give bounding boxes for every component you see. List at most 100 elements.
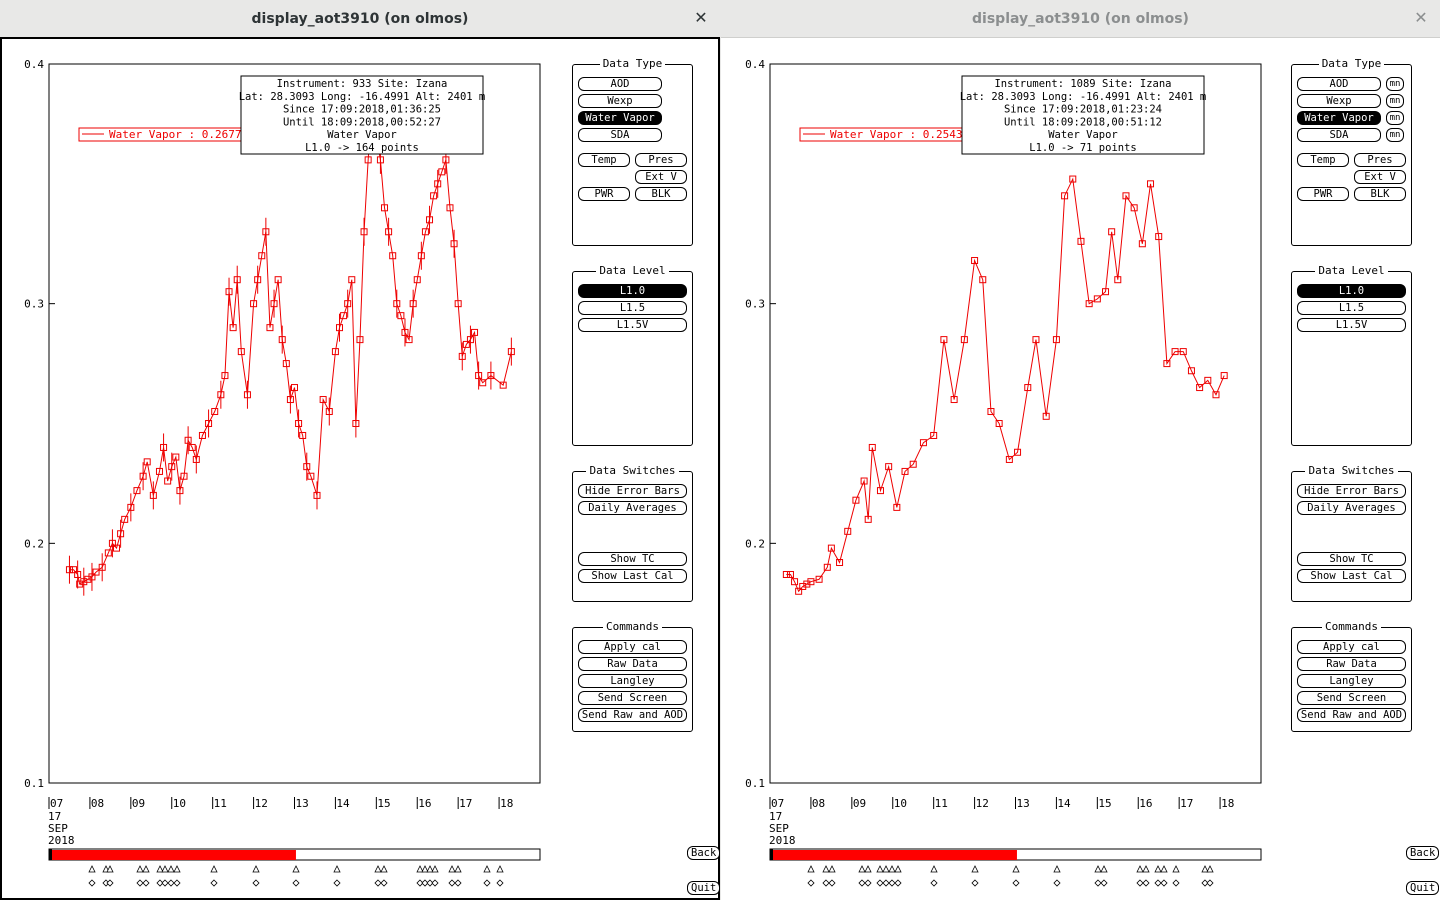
data-point <box>198 431 206 439</box>
date-label: 2018 <box>48 834 75 847</box>
data-point <box>893 503 901 511</box>
quit-button[interactable]: Quit <box>687 881 721 895</box>
date-label: SEP <box>769 822 789 835</box>
command-button[interactable]: Raw Data <box>1297 657 1406 671</box>
data-type-small-button[interactable]: Pres <box>1354 153 1406 167</box>
x-tick-label: 12 <box>976 797 989 810</box>
plot-frame <box>48 63 541 784</box>
event-diamond <box>210 879 218 887</box>
back-button[interactable]: Back <box>687 846 721 860</box>
date-label: SEP <box>48 822 68 835</box>
data-point <box>1102 288 1110 296</box>
mn-toggle-button[interactable]: mn <box>1386 94 1404 108</box>
data-level-button[interactable]: L1.5V <box>1297 318 1406 332</box>
command-button[interactable]: Langley <box>1297 674 1406 688</box>
data-point <box>381 204 389 212</box>
command-button[interactable]: Apply cal <box>1297 640 1406 654</box>
data-type-small-button[interactable]: Temp <box>1297 153 1349 167</box>
data-switch-button[interactable]: Daily Averages <box>1297 501 1406 515</box>
data-point <box>299 431 307 439</box>
panel-title: Data Type <box>573 57 692 71</box>
data-point <box>1130 204 1138 212</box>
data-type-button[interactable]: SDA <box>1297 128 1381 142</box>
command-button[interactable]: Send Screen <box>1297 691 1406 705</box>
data-type-button[interactable]: AOD <box>578 77 662 91</box>
back-button[interactable]: Back <box>1406 846 1440 860</box>
data-switch-button[interactable]: Show Last Cal <box>1297 569 1406 583</box>
data-point <box>852 496 860 504</box>
data-point <box>979 276 987 284</box>
info-line: L1.0 -> 71 points <box>1029 142 1136 154</box>
command-button[interactable]: Send Raw and AOD <box>1297 708 1406 722</box>
data-type-button[interactable]: Water Vapor <box>1297 111 1381 125</box>
data-point <box>76 580 84 588</box>
event-triangle <box>888 865 896 873</box>
data-switch-button[interactable]: Show TC <box>578 552 687 566</box>
close-icon[interactable]: ✕ <box>1414 8 1428 27</box>
mn-toggle-button[interactable]: mn <box>1386 77 1404 91</box>
event-diamond <box>1206 879 1214 887</box>
data-switch-button[interactable]: Daily Averages <box>578 501 687 515</box>
data-point <box>211 408 219 416</box>
event-diamond <box>448 879 456 887</box>
data-type-button[interactable]: Water Vapor <box>578 111 662 125</box>
command-button[interactable]: Apply cal <box>578 640 687 654</box>
command-button[interactable]: Send Screen <box>578 691 687 705</box>
window-titlebar[interactable]: display_aot3910 (on olmos) ✕ <box>721 0 1440 38</box>
window-titlebar[interactable]: display_aot3910 (on olmos) ✕ <box>0 0 720 38</box>
data-point <box>782 570 790 578</box>
data-type-small-button[interactable]: Ext V <box>1354 170 1406 184</box>
data-type-small-button[interactable]: PWR <box>578 187 630 201</box>
x-tick-label: 12 <box>255 797 268 810</box>
data-type-small-button[interactable]: BLK <box>635 187 687 201</box>
data-point <box>155 467 163 475</box>
data-point <box>1114 276 1122 284</box>
data-level-button[interactable]: L1.5 <box>578 301 687 315</box>
event-triangle <box>1154 865 1162 873</box>
data-type-small-button[interactable]: Ext V <box>635 170 687 184</box>
event-diamond <box>864 879 872 887</box>
y-tick-label: 0.1 <box>745 777 765 790</box>
event-diamond <box>1160 879 1168 887</box>
data-level-button[interactable]: L1.5V <box>578 318 687 332</box>
data-type-button[interactable]: Wexp <box>1297 94 1381 108</box>
data-switch-button[interactable]: Show TC <box>1297 552 1406 566</box>
data-point <box>180 472 188 480</box>
data-type-button[interactable]: SDA <box>578 128 662 142</box>
data-point <box>930 431 938 439</box>
legend-label: Water Vapor : 0.2677 ± <box>109 128 255 141</box>
data-switch-button[interactable]: Hide Error Bars <box>1297 484 1406 498</box>
mn-toggle-button[interactable]: mn <box>1386 128 1404 142</box>
event-triangle <box>1012 865 1020 873</box>
event-triangle <box>156 865 164 873</box>
data-type-small-button[interactable]: Temp <box>578 153 630 167</box>
data-level-button[interactable]: L1.5 <box>1297 301 1406 315</box>
data-point <box>250 300 258 308</box>
close-icon[interactable]: ✕ <box>694 8 708 27</box>
data-level-button[interactable]: L1.0 <box>1297 284 1406 298</box>
event-diamond <box>252 879 260 887</box>
data-type-small-button[interactable]: BLK <box>1354 187 1406 201</box>
event-triangle <box>454 865 462 873</box>
data-type-button[interactable]: AOD <box>1297 77 1381 91</box>
data-type-button[interactable]: Wexp <box>578 94 662 108</box>
panel-title: Data Switches <box>573 464 692 478</box>
data-type-small-button[interactable]: Pres <box>635 153 687 167</box>
data-level-button[interactable]: L1.0 <box>578 284 687 298</box>
event-diamond <box>828 879 836 887</box>
event-triangle <box>173 865 181 873</box>
command-button[interactable]: Raw Data <box>578 657 687 671</box>
quit-button[interactable]: Quit <box>1406 881 1440 895</box>
data-switch-button[interactable]: Hide Error Bars <box>578 484 687 498</box>
mn-toggle-button[interactable]: mn <box>1386 111 1404 125</box>
data-point <box>258 252 266 260</box>
data-switch-button[interactable]: Show Last Cal <box>578 569 687 583</box>
event-triangle <box>167 865 175 873</box>
data-point <box>987 408 995 416</box>
data-type-small-button[interactable]: PWR <box>1297 187 1349 201</box>
info-line: Lat: 28.3093 Long: -16.4991 Alt: 2401 m <box>239 91 486 103</box>
info-line: Water Vapor <box>1048 129 1118 141</box>
data-point <box>229 324 237 332</box>
command-button[interactable]: Send Raw and AOD <box>578 708 687 722</box>
command-button[interactable]: Langley <box>578 674 687 688</box>
